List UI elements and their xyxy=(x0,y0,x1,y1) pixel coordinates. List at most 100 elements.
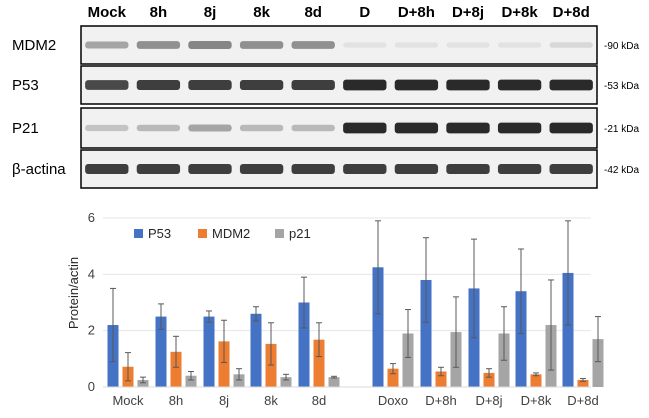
kda-label-p21: -21 kDa xyxy=(604,124,639,135)
error-bar-p53-8k xyxy=(253,306,259,322)
error-bar-mdm2-d-8d xyxy=(580,378,586,382)
y-tick-label: 4 xyxy=(88,266,95,281)
error-bar-p21-8k xyxy=(283,373,289,381)
gridlines xyxy=(103,217,591,332)
error-bar-p53-doxo xyxy=(375,220,381,315)
lane-header-mock: Mock xyxy=(88,4,127,21)
error-bar-mdm2-8d xyxy=(316,322,322,358)
band-p53-8h xyxy=(136,79,181,91)
blot-row-p53: P53 -53 kDa xyxy=(12,65,639,105)
legend-swatch xyxy=(198,229,207,238)
bar-p21-8j xyxy=(233,374,245,387)
band-p21-d xyxy=(343,122,387,134)
x-tick-mock: Mock xyxy=(112,393,144,408)
legend-label: MDM2 xyxy=(212,226,250,241)
error-bar-p21-8h xyxy=(188,371,194,381)
band-mdm2-d-8h xyxy=(394,42,439,48)
error-bar-mdm2-d-8k xyxy=(533,372,539,377)
legend-item-p21: p21 xyxy=(275,226,311,241)
band-mdm2-8k xyxy=(239,41,284,49)
kda-label-p53: -53 kDa xyxy=(604,81,639,92)
error-bar-p21-d-8h xyxy=(453,296,459,368)
band-mdm2-d-8j xyxy=(446,42,490,48)
band-p53-8d xyxy=(291,79,335,91)
bar-p21-d-8d xyxy=(592,339,604,387)
band-actina-d-8d xyxy=(549,163,593,175)
error-bar-p53-8j xyxy=(206,310,212,323)
error-bar-p21-8j xyxy=(236,368,242,381)
bar-mdm2-d-8d xyxy=(577,379,589,387)
band-p53-d-8k xyxy=(497,79,542,91)
band-actina-d-8h xyxy=(394,163,439,175)
x-tick-8k: 8k xyxy=(264,393,278,408)
error-bars xyxy=(110,220,601,384)
x-tick-8h: 8h xyxy=(169,393,183,408)
error-bar-p21-d-8k xyxy=(548,279,554,371)
bar-chart: 0 2 4 6 Protein/actin Mock 8h 8j 8k 8d Doxo D+8h D… xyxy=(66,210,604,408)
error-bar-mdm2-d-8h xyxy=(438,366,444,377)
band-mdm2-8d xyxy=(291,41,335,49)
error-bar-p21-mock xyxy=(140,376,146,384)
bar-mdm2-d-8j xyxy=(483,372,495,387)
y-tick-label: 6 xyxy=(88,210,95,225)
error-bar-p53-mock xyxy=(110,287,116,363)
blot-row-mdm2: MDM2 -90 kDa xyxy=(12,25,639,65)
bar-p53-8d xyxy=(298,302,310,387)
bar-p53-8h xyxy=(155,316,167,387)
band-actina-d-8j xyxy=(446,163,490,175)
band-p21-8j xyxy=(188,124,232,132)
bar-p53-d-8h xyxy=(420,279,432,387)
bar-mdm2-8j xyxy=(218,341,230,387)
band-mdm2-8h xyxy=(136,41,181,49)
y-tick-label: 0 xyxy=(88,379,95,394)
x-tick-labels: Mock 8h 8j 8k 8d Doxo D+8h D+8j D+8k D+8d xyxy=(112,393,598,408)
error-bar-p53-d-8j xyxy=(471,238,477,339)
error-bar-mdm2-8h xyxy=(173,335,179,368)
error-bar-p21-d-8j xyxy=(501,306,507,361)
bar-p53-8k xyxy=(250,313,262,387)
band-p53-8k xyxy=(239,79,284,91)
band-label-p21: P21 xyxy=(12,120,39,137)
band-label-mdm2: MDM2 xyxy=(12,37,56,54)
bar-mdm2-8d xyxy=(313,339,325,387)
band-p21-8h xyxy=(136,124,181,132)
band-actina-8j xyxy=(188,163,232,175)
bar-p53-d-8d xyxy=(562,272,574,387)
band-p53-8j xyxy=(188,79,232,91)
bar-p21-mock xyxy=(137,379,149,387)
band-mdm2-d-8k xyxy=(497,42,542,48)
legend-item-p53: P53 xyxy=(134,226,171,241)
bar-p21-8h xyxy=(185,375,197,387)
x-tick-d-8k: D+8k xyxy=(521,393,552,408)
band-label-actina: β-actina xyxy=(12,161,66,178)
band-mdm2-mock xyxy=(85,41,129,49)
error-bar-p53-d-8k xyxy=(518,248,524,334)
x-tick-8j: 8j xyxy=(219,393,229,408)
error-bar-mdm2-8j xyxy=(221,319,227,363)
bar-p53-doxo xyxy=(372,267,384,387)
band-p21-d-8k xyxy=(497,122,542,134)
error-bar-mdm2-mock xyxy=(125,352,131,382)
band-label-p53: P53 xyxy=(12,77,39,94)
band-p21-d-8j xyxy=(446,122,490,134)
bar-mdm2-8h xyxy=(170,351,182,387)
legend-label: P53 xyxy=(148,226,171,241)
band-mdm2-8j xyxy=(188,41,232,49)
band-p53-d xyxy=(343,79,387,91)
error-bar-p21-d-8d xyxy=(595,316,601,363)
band-p21-d-8h xyxy=(394,122,439,134)
band-p21-8d xyxy=(291,124,335,132)
error-bar-p53-8h xyxy=(158,303,164,330)
error-bar-mdm2-8k xyxy=(268,322,274,366)
bar-mdm2-d-8h xyxy=(435,371,447,387)
band-actina-8k xyxy=(239,163,284,175)
band-p53-mock xyxy=(85,80,129,90)
band-p21-mock xyxy=(85,124,129,132)
error-bar-p21-doxo xyxy=(405,309,411,358)
x-tick-d-8h: D+8h xyxy=(425,393,456,408)
band-actina-d-8k xyxy=(497,163,542,175)
lane-header-d-8j: D+8j xyxy=(452,4,484,21)
error-bar-p53-d-8h xyxy=(423,237,429,323)
blot-row-actina: β-actina -42 kDa xyxy=(12,149,639,189)
bar-p53-d-8k xyxy=(515,291,527,387)
